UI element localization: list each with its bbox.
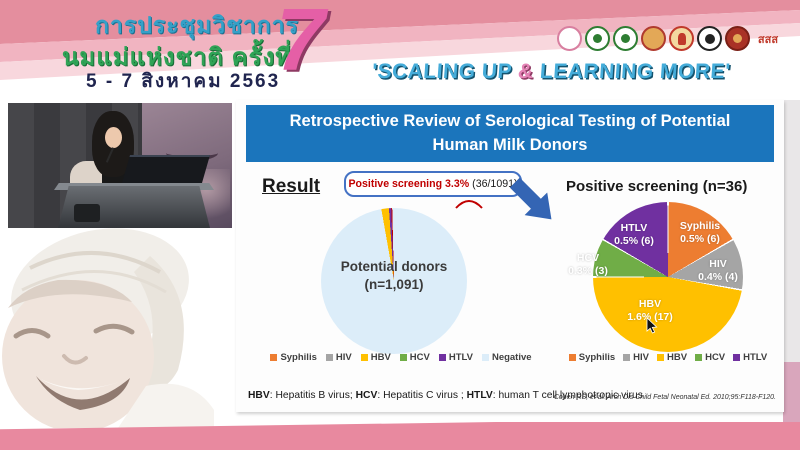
legend-item: Negative <box>481 352 532 363</box>
tagline-prefix: 'SCALING UP <box>371 60 519 83</box>
background-gray-strip <box>783 100 800 362</box>
thaihealth-logo-icon: สสส <box>757 33 779 46</box>
positive-screening-pie-title: Positive screening (n=36) <box>566 178 748 195</box>
legend-label: HIV <box>633 352 650 363</box>
syphilis-swatch-icon <box>270 354 278 361</box>
result-heading: Result <box>262 176 321 197</box>
footnote-hbv: HBV <box>248 390 270 401</box>
health-org-logo-icon <box>585 26 610 51</box>
left-pie-legend: Syphilis HIV HBV HCV HTLV Negative <box>266 352 536 363</box>
conference-tagline: 'SCALING UP & LEARNING MORE' <box>371 60 800 84</box>
negative-swatch-icon <box>481 354 489 361</box>
footnote-text: : Hepatitis C virus ; <box>377 390 467 401</box>
legend-label: Negative <box>491 352 532 363</box>
arrow-icon <box>489 171 563 245</box>
conference-banner: การประชุมวิชาการ นมแม่แห่งชาติ ครั้งที่ … <box>0 0 800 100</box>
mother-child-foundation-logo-icon <box>557 26 582 51</box>
legend-item: Syphilis <box>270 352 317 363</box>
conference-dates: 5 - 7 สิงหาคม 2563 <box>86 71 281 92</box>
hbv-swatch-icon <box>360 354 368 361</box>
legend-item: HCV <box>695 352 725 363</box>
royal-crown-logo-icon <box>669 26 694 51</box>
slice-hcv-name: HCV <box>576 252 600 264</box>
footnote-text: : human T cell lymphotropic virus <box>492 390 643 401</box>
laptop-on-podium <box>121 155 211 183</box>
royal-college-logo-icon <box>641 26 666 51</box>
legend-label: Syphilis <box>578 352 616 363</box>
sponsor-logo-row: สสส <box>557 26 783 51</box>
mouse-cursor-icon <box>646 318 658 334</box>
slice-syphilis-value: 0.5% (6) <box>680 233 720 246</box>
hcv-swatch-icon <box>695 354 703 361</box>
footnote-hcv: HCV <box>355 390 378 401</box>
slice-hiv-name: HIV <box>709 258 727 270</box>
slice-hiv-value: 0.4% (4) <box>698 271 738 284</box>
legend-label: HTLV <box>448 352 473 363</box>
conference-title-line1: การประชุมวิชาการ <box>95 12 299 38</box>
presentation-slide: Retrospective Review of Serological Test… <box>236 100 784 412</box>
hbv-swatch-icon <box>657 354 665 361</box>
slice-label-hiv: HIV 0.4% (4) <box>686 258 750 284</box>
reference-citation: Cohen RS, et al. Arch Dis Child Fetal Ne… <box>553 394 776 401</box>
legend-item: HBV <box>657 352 687 363</box>
positive-screening-callout: Positive screening 3.3% (36/1091) <box>344 171 522 197</box>
potential-donors-label-line2: (n=1,091) <box>364 277 424 293</box>
legend-item: HBV <box>360 352 391 363</box>
background-pink-strip <box>783 362 800 424</box>
callout-pointer-bracket <box>455 200 483 209</box>
right-pie-legend: Syphilis HIV HBV HCV HTLV <box>558 352 778 363</box>
presenter-video-feed <box>8 103 232 228</box>
edition-number: 7 <box>276 0 325 89</box>
slice-syphilis-name: Syphilis <box>679 220 721 232</box>
legend-item: Syphilis <box>568 352 616 363</box>
legend-item: HIV <box>623 352 649 363</box>
abbreviation-footnote: HBV: Hepatitis B virus; HCV: Hepatitis C… <box>248 390 643 401</box>
legend-label: HBV <box>667 352 688 363</box>
slice-label-hcv: HCV 0.3% (3) <box>556 252 620 278</box>
legend-label: HCV <box>409 352 430 363</box>
legend-item: HTLV <box>733 352 767 363</box>
footnote-text: : Hepatitis B virus; <box>269 390 356 401</box>
slice-hbv-value: 1.6% (17) <box>627 311 673 324</box>
legend-label: HTLV <box>743 352 768 363</box>
syphilis-swatch-icon <box>568 354 576 361</box>
podium-screen <box>74 204 100 222</box>
potential-donors-label: Potential donors (n=1,091) <box>321 258 467 294</box>
tagline-ampersand: & <box>517 60 535 83</box>
legend-item: HTLV <box>438 352 473 363</box>
legend-item: HIV <box>325 352 352 363</box>
slice-hbv-name: HBV <box>638 298 662 310</box>
slice-label-htlv: HTLV 0.5% (6) <box>602 222 666 248</box>
callout-detail: (36/1091) <box>472 178 518 190</box>
callout-highlight: Positive screening 3.3% <box>348 178 470 190</box>
slice-label-hbv: HBV 1.6% (17) <box>618 298 682 324</box>
htlv-swatch-icon <box>733 354 741 361</box>
legend-label: HCV <box>705 352 726 363</box>
slide-title: Retrospective Review of Serological Test… <box>246 105 774 162</box>
slice-label-syphilis: Syphilis 0.5% (6) <box>668 220 732 246</box>
presenter-face <box>105 127 122 148</box>
htlv-swatch-icon <box>438 354 446 361</box>
legend-item: HCV <box>399 352 430 363</box>
legend-label: HIV <box>335 352 352 363</box>
footnote-htlv: HTLV <box>466 390 493 401</box>
background-baby-photo <box>2 228 214 428</box>
potential-donors-pie <box>321 208 467 354</box>
institute-emblem-logo-icon <box>725 26 750 51</box>
legend-label: Syphilis <box>280 352 317 363</box>
hcv-swatch-icon <box>399 354 407 361</box>
slice-htlv-name: HTLV <box>620 222 648 234</box>
slice-hcv-value: 0.3% (3) <box>568 265 608 278</box>
conference-title-line2: นมแม่แห่งชาติ ครั้งที่ <box>62 44 293 71</box>
tagline-suffix: LEARNING MORE' <box>532 60 732 83</box>
legend-label: HBV <box>370 352 391 363</box>
slice-htlv-value: 0.5% (6) <box>614 235 654 248</box>
medical-council-logo-icon <box>613 26 638 51</box>
positive-screening-pie <box>593 202 743 352</box>
university-seal-logo-icon <box>697 26 722 51</box>
potential-donors-label-line1: Potential donors <box>340 259 448 274</box>
hiv-swatch-icon <box>325 354 333 361</box>
hiv-swatch-icon <box>623 354 631 361</box>
